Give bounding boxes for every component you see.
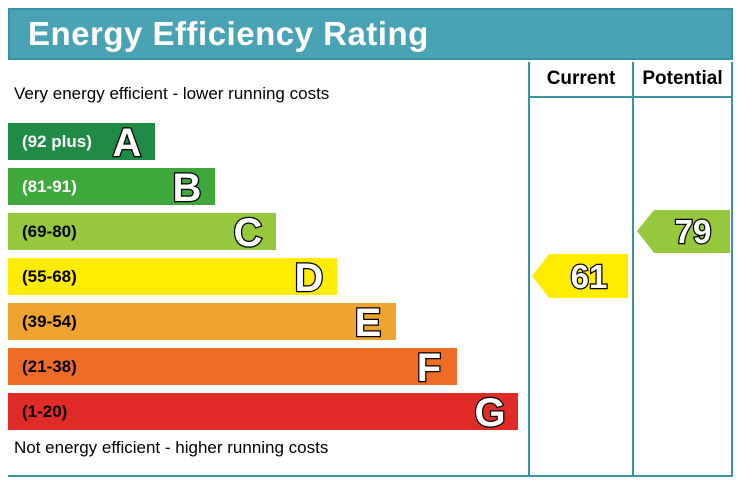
top-note: Very energy efficient - lower running co… bbox=[14, 84, 330, 103]
potential-column-header: Potential bbox=[642, 68, 723, 89]
band-bar-F: (21-38) F bbox=[8, 345, 457, 392]
current-rating-arrow: 61 bbox=[532, 254, 628, 298]
band-letter-A: A bbox=[111, 120, 142, 167]
band-range-label: (1-20) bbox=[22, 401, 68, 421]
rating-chart-area: Current Potential Very energy efficient … bbox=[8, 62, 735, 477]
band-letter-D: D bbox=[293, 255, 324, 302]
svg-text:E: E bbox=[355, 301, 382, 345]
svg-text:B: B bbox=[173, 166, 202, 210]
title-bar: Energy Efficiency Rating bbox=[8, 8, 733, 60]
band-range-label: (81-91) bbox=[22, 176, 77, 196]
potential-arrow-shape bbox=[637, 210, 730, 253]
svg-text:G: G bbox=[474, 391, 505, 435]
current-arrow-shape bbox=[532, 254, 628, 298]
svg-text:A: A bbox=[113, 121, 142, 165]
band-bar-E: (39-54) E bbox=[8, 300, 396, 347]
band-range-label: (39-54) bbox=[22, 311, 77, 331]
potential-rating-arrow: 79 bbox=[637, 210, 730, 253]
band-bar-D: (55-68) D bbox=[8, 255, 337, 302]
band-letter-E: E bbox=[353, 300, 382, 347]
band-bar-C: (69-80) C bbox=[8, 210, 276, 257]
band-letter-G: G bbox=[473, 390, 507, 437]
band-range-label: (21-38) bbox=[22, 356, 77, 376]
page-title: Energy Efficiency Rating bbox=[28, 15, 429, 52]
potential-rating-value: 79 bbox=[675, 213, 712, 250]
band-letter-F: F bbox=[416, 345, 443, 392]
column-divider-right bbox=[731, 62, 733, 477]
svg-text:C: C bbox=[234, 211, 263, 255]
band-range-label: (69-80) bbox=[22, 221, 77, 241]
current-rating-value: 61 bbox=[571, 258, 608, 295]
band-letter-B: B bbox=[171, 165, 202, 212]
band-bar-B: (81-91) B bbox=[8, 165, 215, 212]
bottom-note: Not energy efficient - higher running co… bbox=[14, 438, 329, 457]
header-underline bbox=[528, 96, 733, 98]
band-bar-G: (1-20) G bbox=[8, 390, 518, 437]
svg-text:D: D bbox=[295, 256, 324, 300]
svg-text:F: F bbox=[417, 346, 441, 390]
band-bar-A: (92 plus) A bbox=[8, 120, 155, 167]
band-range-label: (92 plus) bbox=[22, 131, 92, 151]
band-letter-C: C bbox=[232, 210, 263, 257]
current-column-header: Current bbox=[546, 68, 616, 89]
column-divider-left bbox=[528, 62, 530, 477]
band-range-label: (55-68) bbox=[22, 266, 77, 286]
column-divider-middle bbox=[632, 62, 634, 477]
chart-bottom-border bbox=[8, 475, 733, 477]
